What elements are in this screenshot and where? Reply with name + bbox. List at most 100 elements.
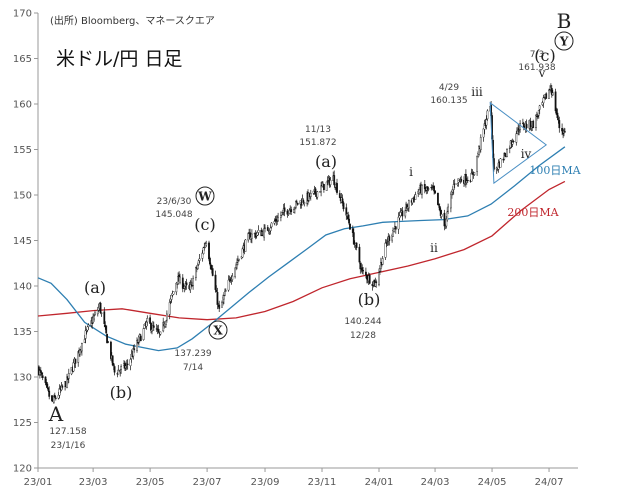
candle-body xyxy=(67,373,70,379)
candle-body xyxy=(536,115,539,117)
candle-body xyxy=(205,242,208,246)
candle-body xyxy=(433,185,435,192)
annotation-value: 161.938 xyxy=(518,63,555,73)
candle-body xyxy=(270,222,273,228)
x-tick-label: 23/05 xyxy=(136,477,165,488)
candle-body xyxy=(309,193,312,197)
candle-body xyxy=(283,207,286,212)
candle-body xyxy=(172,291,175,295)
candle-body xyxy=(109,341,112,359)
candle-body xyxy=(535,115,537,128)
candle-body xyxy=(181,277,184,289)
y-tick-label: 120 xyxy=(13,464,32,475)
annotation-value: 137.239 xyxy=(174,349,211,359)
candle-body xyxy=(525,124,528,129)
candle-body xyxy=(476,155,478,172)
candle-body xyxy=(511,141,514,145)
candle-body xyxy=(388,236,391,241)
candle-body xyxy=(159,331,162,335)
candle-body xyxy=(197,260,200,265)
wave-label-w-circle xyxy=(195,186,215,206)
ma200-path xyxy=(37,180,566,321)
candle-body xyxy=(99,302,102,314)
candle-body xyxy=(266,227,269,231)
annotation-value: 145.048 xyxy=(155,210,192,220)
y-tick-label: 130 xyxy=(13,373,32,384)
candle-body xyxy=(479,137,482,150)
candle-body xyxy=(434,190,436,194)
candle-body xyxy=(46,383,49,388)
candle-body xyxy=(192,278,194,286)
annotation-value: 140.244 xyxy=(344,317,381,327)
candle-body xyxy=(202,247,205,255)
candle-body xyxy=(221,301,223,308)
candle-body xyxy=(294,207,296,209)
candle-body xyxy=(320,185,322,193)
candle-body xyxy=(460,178,463,182)
candle-body xyxy=(217,303,220,305)
wave-label-c1: (c) xyxy=(194,215,215,234)
x-tick-label: 24/05 xyxy=(478,477,507,488)
annotation-date: 4/29 xyxy=(439,83,459,93)
ma100-line xyxy=(37,146,566,352)
candle-body xyxy=(111,355,114,366)
candle-body xyxy=(196,264,199,269)
candle-body xyxy=(214,274,217,290)
candle-body xyxy=(532,120,535,129)
candle-body xyxy=(446,211,449,221)
candle-body xyxy=(244,239,247,252)
candle-body xyxy=(466,179,469,181)
candle-body xyxy=(84,330,87,339)
candle-body xyxy=(392,230,394,237)
x-tick-label: 23/03 xyxy=(79,477,108,488)
candle-body xyxy=(542,97,545,104)
candlesticks xyxy=(38,83,566,404)
ma200-label: 200日MA xyxy=(507,206,559,219)
axes: 120 125 130 135 140 145 150 155 160 165 170 23/01 23… xyxy=(13,9,578,488)
candle-body xyxy=(288,209,291,215)
candle-body xyxy=(518,129,521,131)
candle-body xyxy=(556,112,559,119)
candle-body xyxy=(93,315,96,320)
candle-body xyxy=(211,268,214,276)
wave-label-iii: iii xyxy=(471,85,483,99)
candle-body xyxy=(241,248,244,258)
candle-body xyxy=(269,227,272,231)
triangle-pattern xyxy=(489,101,548,185)
candle-body xyxy=(375,281,378,284)
candle-body xyxy=(302,199,305,203)
candle-body xyxy=(368,275,371,284)
wave-label-a2: (a) xyxy=(315,152,337,171)
candle-body xyxy=(456,183,459,185)
candle-body xyxy=(124,365,127,369)
candle-body xyxy=(437,192,439,205)
wave-label-B: B xyxy=(557,9,572,33)
candle-body xyxy=(314,188,317,195)
y-tick-label: 150 xyxy=(13,191,32,202)
candle-body xyxy=(53,395,56,398)
candle-body xyxy=(427,188,430,190)
candle-body xyxy=(499,158,502,168)
x-tick-label: 23/01 xyxy=(24,477,53,488)
candle-body xyxy=(103,311,106,325)
y-tick-label: 135 xyxy=(13,327,32,338)
annotation-date: 23/1/16 xyxy=(51,441,86,451)
candle-body xyxy=(263,228,265,238)
candle-body xyxy=(352,232,355,245)
candle-body xyxy=(198,258,201,261)
candle-body xyxy=(365,271,367,275)
candle-body xyxy=(393,228,395,232)
wave-label-ii: ii xyxy=(430,241,438,255)
y-tick-label: 145 xyxy=(13,236,32,247)
candle-body xyxy=(106,333,109,344)
candle-body xyxy=(362,270,364,272)
candle-body xyxy=(100,312,103,314)
candle-body xyxy=(133,348,136,351)
candle-body xyxy=(381,258,384,265)
y-tick-label: 165 xyxy=(13,54,32,65)
wave-label-v: v xyxy=(538,66,546,80)
candle-body xyxy=(83,339,86,343)
x-tick-label: 24/03 xyxy=(421,477,450,488)
candle-body xyxy=(96,310,99,315)
candle-body xyxy=(295,201,298,203)
